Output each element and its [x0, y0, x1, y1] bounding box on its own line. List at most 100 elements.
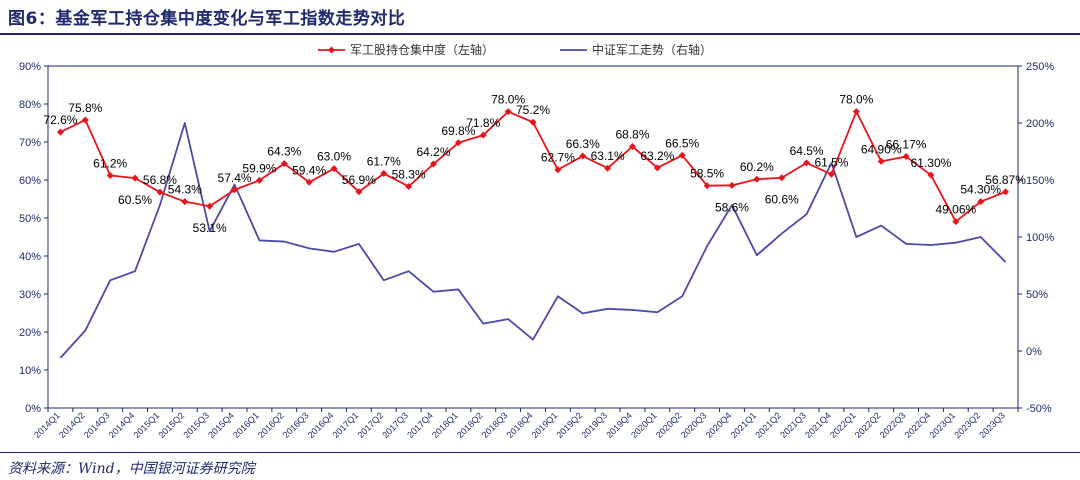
- x-axis-tick-label: 2019Q1: [530, 410, 560, 440]
- data-label: 56.9%: [342, 173, 376, 187]
- data-label: 62.7%: [541, 151, 575, 165]
- series-line-holding-concentration: [60, 110, 1006, 223]
- data-label: 59.9%: [242, 161, 276, 175]
- data-point-marker: [305, 178, 313, 186]
- data-label: 69.8%: [441, 124, 475, 138]
- right-axis-tick-label: 0%: [1026, 346, 1042, 358]
- data-label: 58.3%: [392, 167, 426, 181]
- x-axis-tick-label: 2021Q1: [729, 410, 759, 440]
- chart-canvas: 0% 10% 20% 30% 40% 50% 60% 70% 80% 90% -50% 0% 50% 10…: [19, 42, 1054, 440]
- data-label: 61.7%: [367, 155, 401, 169]
- left-axis-tick-label: 20%: [19, 327, 41, 339]
- data-label: 60.6%: [765, 193, 799, 207]
- x-axis-tick-label: 2020Q4: [704, 410, 734, 440]
- x-axis-tick-label: 2016Q2: [256, 410, 286, 440]
- data-label: 63.2%: [640, 149, 674, 163]
- right-axis-tick-label: -50%: [1026, 403, 1052, 415]
- x-axis-tick-label: 2019Q4: [604, 410, 634, 440]
- data-label: 57.4%: [218, 171, 252, 185]
- data-label: 60.5%: [118, 193, 152, 207]
- x-axis-tick-label: 2019Q2: [554, 410, 584, 440]
- chart-title: 图6：基金军工持仓集中度变化与军工指数走势对比: [8, 9, 406, 29]
- x-axis-tick-label: 2022Q1: [828, 410, 858, 440]
- x-axis-tick-label: 2016Q3: [281, 410, 311, 440]
- legend-marker-holding-concentration: [328, 46, 335, 54]
- data-label: 56.8%: [143, 173, 177, 187]
- left-axis-tick-label: 30%: [19, 289, 41, 301]
- data-label: 61.2%: [93, 156, 127, 170]
- data-point-marker: [430, 160, 438, 168]
- data-point-marker: [803, 159, 811, 167]
- data-point-marker: [131, 174, 139, 182]
- data-point-marker: [579, 152, 587, 160]
- left-axis-tick-label: 0%: [25, 403, 41, 415]
- x-axis-tick-label: 2023Q1: [928, 410, 958, 440]
- x-axis-tick-label: 2018Q1: [430, 410, 460, 440]
- left-axis-tick-label: 80%: [19, 99, 41, 111]
- left-axis-tick-label: 60%: [19, 175, 41, 187]
- data-label: 64.2%: [416, 145, 450, 159]
- left-axis-tick-label: 50%: [19, 213, 41, 225]
- title-divider: [0, 33, 1080, 35]
- data-label: 60.2%: [740, 160, 774, 174]
- data-label: 56.87%: [985, 173, 1026, 187]
- right-axis-tick-label: 50%: [1026, 289, 1048, 301]
- plot-frame: [47, 65, 1019, 409]
- x-axis-tick-label: 2017Q4: [405, 410, 435, 440]
- data-label: 59.4%: [292, 163, 326, 177]
- right-axis-tick-label: 250%: [1026, 61, 1054, 73]
- data-point-marker: [977, 198, 985, 206]
- x-axis-tick-label: 2021Q4: [803, 410, 833, 440]
- x-axis-tick-label: 2014Q3: [82, 410, 112, 440]
- data-point-marker: [454, 139, 462, 147]
- data-point-marker: [703, 182, 711, 190]
- x-axis-tick-label: 2020Q1: [629, 410, 659, 440]
- x-axis-tick-label: 2016Q1: [231, 410, 261, 440]
- data-point-marker: [206, 202, 214, 210]
- data-point-marker: [877, 157, 885, 165]
- right-axis-tick-label: 150%: [1026, 175, 1054, 187]
- data-point-marker: [81, 116, 89, 124]
- data-point-marker: [181, 198, 189, 206]
- data-label: 78.0%: [491, 93, 525, 107]
- footer-divider: [0, 452, 1080, 453]
- data-point-marker: [728, 181, 736, 189]
- data-label: 63.1%: [591, 149, 625, 163]
- data-label: 64.90%: [861, 142, 902, 156]
- source-note: 资料来源：Wind，中国银河证券研究院: [8, 461, 255, 477]
- data-label: 54.3%: [168, 183, 202, 197]
- data-label: 66.5%: [665, 136, 699, 150]
- data-point-marker: [653, 164, 661, 172]
- series-line-military-index: [59, 122, 1007, 359]
- x-axis-tick-label: 2018Q2: [455, 410, 485, 440]
- x-axis-tick-label: 2020Q2: [654, 410, 684, 440]
- x-axis-tick-label: 2020Q3: [679, 410, 709, 440]
- x-axis-tick-label: 2017Q2: [355, 410, 385, 440]
- x-axis-tick-label: 2018Q4: [505, 410, 535, 440]
- data-label: 58.5%: [690, 167, 724, 181]
- data-point-marker: [628, 143, 636, 151]
- data-point-marker: [330, 165, 338, 173]
- x-axis-tick-label: 2022Q3: [878, 410, 908, 440]
- x-axis-tick-label: 2015Q3: [181, 410, 211, 440]
- data-point-marker: [902, 153, 910, 161]
- data-label: 63.0%: [317, 150, 351, 164]
- x-axis-tick-label: 2022Q4: [903, 410, 933, 440]
- data-point-marker: [380, 170, 388, 178]
- data-label: 53.1%: [193, 221, 227, 235]
- data-label: 49.06%: [935, 203, 976, 217]
- data-label: 58.6%: [715, 200, 749, 214]
- left-axis-tick-label: 90%: [19, 61, 41, 73]
- left-axis-tick-label: 40%: [19, 251, 41, 263]
- x-axis-tick-label: 2015Q1: [132, 410, 162, 440]
- x-axis-tick-label: 2023Q2: [952, 410, 982, 440]
- data-point-marker: [405, 182, 413, 190]
- x-axis-tick-label: 2021Q3: [778, 410, 808, 440]
- data-label: 54.30%: [960, 183, 1001, 197]
- x-axis-tick-label: 2021Q2: [753, 410, 783, 440]
- data-point-marker: [355, 188, 363, 196]
- data-point-marker: [1002, 188, 1010, 196]
- x-axis-tick-label: 2017Q1: [331, 410, 361, 440]
- data-point-marker: [255, 176, 263, 184]
